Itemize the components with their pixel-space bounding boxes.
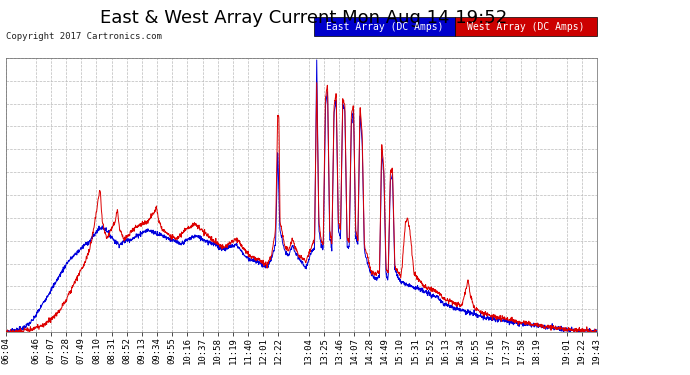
Text: West Array (DC Amps): West Array (DC Amps)	[467, 22, 585, 32]
Text: Copyright 2017 Cartronics.com: Copyright 2017 Cartronics.com	[6, 32, 161, 41]
Text: East Array (DC Amps): East Array (DC Amps)	[326, 22, 444, 32]
Text: East & West Array Current Mon Aug 14 19:52: East & West Array Current Mon Aug 14 19:…	[100, 9, 507, 27]
